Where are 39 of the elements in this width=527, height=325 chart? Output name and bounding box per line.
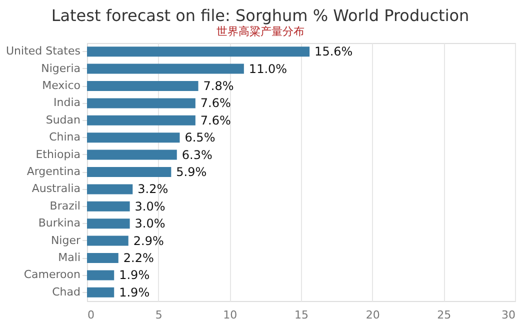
y-tick-label: Ethiopia [36, 148, 80, 161]
data-label: 1.9% [119, 285, 150, 300]
y-tick-label: Niger [50, 234, 81, 247]
data-label: 6.3% [182, 148, 212, 162]
x-tick-label: 10 [223, 308, 238, 322]
x-tick-label: 0 [88, 308, 94, 322]
data-label: 5.9% [176, 165, 207, 179]
chart-title: Latest forecast on file: Sorghum % World Production [51, 6, 470, 25]
y-tick-label: China [49, 130, 80, 144]
data-label: 7.8% [203, 79, 234, 93]
y-tick-label: Nigeria [41, 62, 80, 75]
y-tick-label: Cameroon [24, 268, 81, 282]
chart-subtitle: 世界高粱产量分布 [216, 25, 304, 38]
y-tick-label: Chad [52, 285, 80, 298]
y-tick-label: Argentina [26, 165, 80, 178]
data-label: 6.5% [184, 130, 216, 145]
data-label: 2.9% [133, 234, 164, 248]
y-tick-label: India [54, 96, 80, 110]
data-label: 11.0% [248, 62, 288, 76]
data-label: 1.9% [119, 268, 150, 282]
x-tick-label: 20 [366, 308, 380, 322]
data-label: 15.6% [314, 44, 353, 59]
x-tick-label: 30 [502, 308, 516, 322]
y-tick-label: Mexico [42, 79, 81, 92]
y-tick-label: United States [6, 44, 81, 58]
data-label: 7.6% [200, 113, 231, 128]
data-label: 3.0% [134, 216, 166, 231]
data-label: 3.0% [134, 199, 166, 214]
y-tick-label: Sudan [46, 113, 81, 126]
y-tick-label: Burkina [38, 216, 80, 230]
y-tick-label: Australia [32, 182, 80, 196]
data-label: 2.2% [123, 251, 154, 265]
x-tick-label: 15 [294, 308, 308, 322]
x-tick-label: 25 [437, 308, 452, 322]
y-tick-label: Brazil [50, 199, 80, 212]
data-label: 3.2% [138, 182, 168, 196]
data-label: 7.6% [200, 96, 231, 110]
x-tick-label: 5 [155, 308, 162, 322]
y-tick-label: Mali [58, 251, 80, 264]
